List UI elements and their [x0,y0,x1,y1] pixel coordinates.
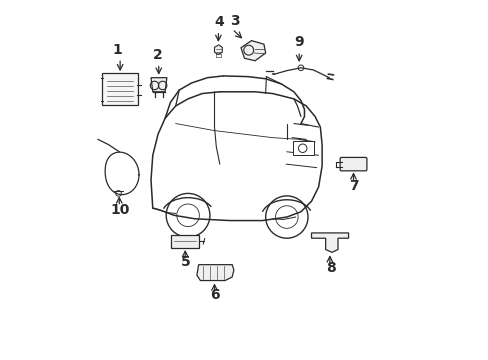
Bar [292,141,313,155]
Text: 9: 9 [293,35,303,49]
Text: 6: 6 [210,288,220,302]
Text: 1: 1 [112,43,122,57]
Text: 8: 8 [325,261,335,275]
Polygon shape [311,233,348,252]
FancyBboxPatch shape [340,157,366,171]
Text: 5: 5 [180,256,190,269]
Polygon shape [151,78,166,92]
Polygon shape [241,41,265,61]
Text: 2: 2 [152,48,162,62]
FancyBboxPatch shape [102,73,138,105]
FancyBboxPatch shape [171,235,199,248]
Polygon shape [214,45,222,54]
Text: 3: 3 [229,14,239,28]
Text: 4: 4 [214,15,224,29]
Polygon shape [197,265,233,280]
Text: 7: 7 [348,179,358,193]
Text: 10: 10 [110,203,129,216]
